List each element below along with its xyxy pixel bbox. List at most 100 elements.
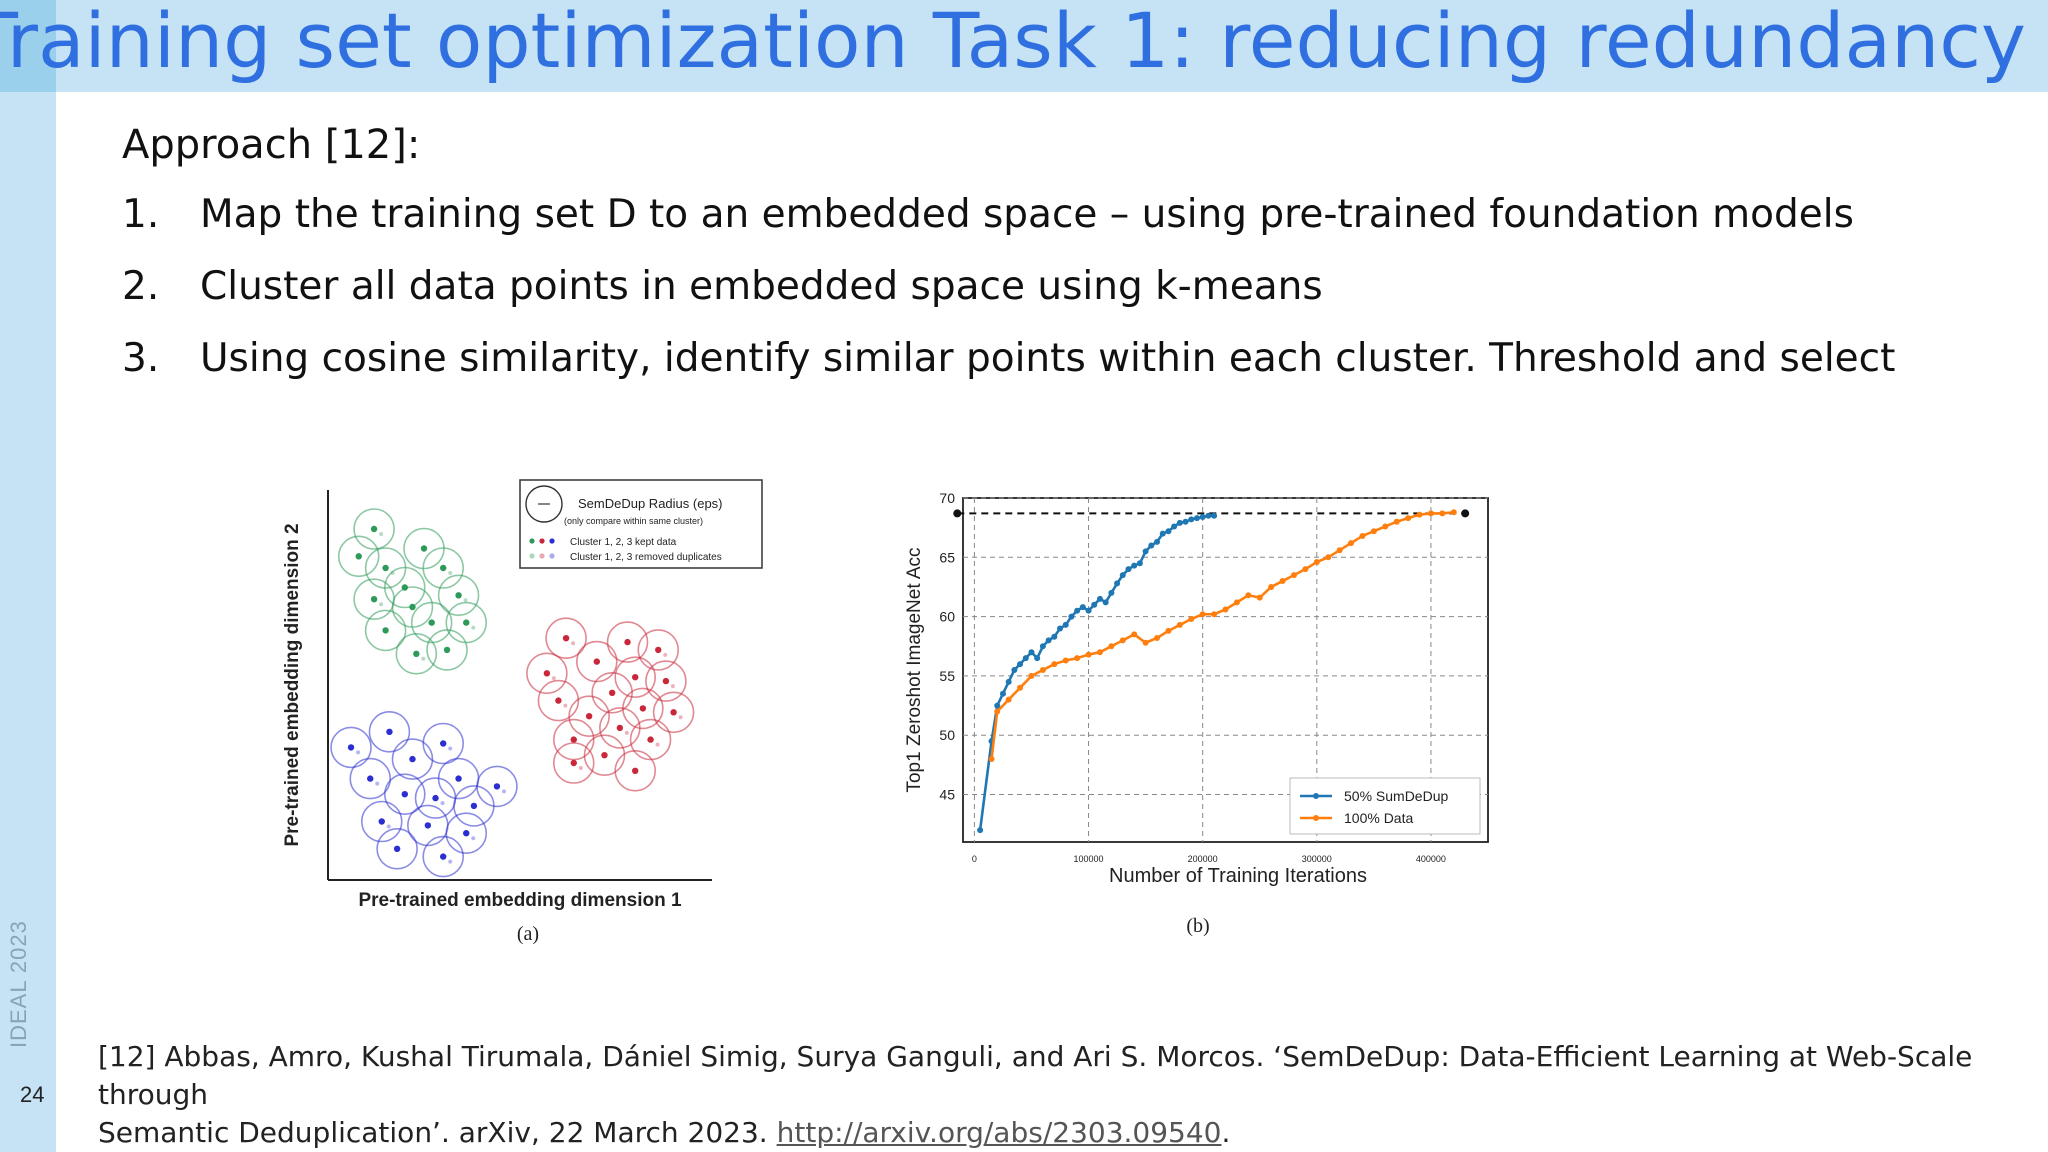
series-point: [1439, 510, 1446, 517]
kept-point: [424, 822, 432, 829]
series-point: [1154, 634, 1161, 641]
kept-point: [382, 564, 389, 572]
kept-point: [632, 674, 639, 681]
removed-point: [578, 766, 583, 770]
series-point: [1085, 651, 1092, 658]
removed-point: [563, 703, 568, 708]
line-x-label: Number of Training Iterations: [1109, 865, 1367, 887]
removed-point: [448, 571, 453, 575]
figure-panels: SemDeDup Radius (eps) (only compare withi…: [280, 470, 1520, 960]
kept-point: [562, 635, 570, 642]
x-tick-label: 300000: [1302, 854, 1332, 864]
series-point: [1268, 583, 1275, 590]
eps-radius-circle: [629, 718, 672, 761]
title-bar: Training set optimization Task 1: reduci…: [0, 0, 2048, 92]
step-number: 3.: [122, 336, 160, 381]
removed-point: [421, 656, 426, 661]
eps-radius-circle: [330, 726, 372, 769]
slide-number: 24: [20, 1082, 45, 1107]
step-text: Using cosine similarity, identify simila…: [200, 336, 1896, 381]
series-point: [1233, 599, 1240, 606]
kept-point: [378, 818, 385, 825]
eps-radius-circle: [349, 757, 392, 800]
eps-radius-circle: [368, 710, 411, 753]
series-point: [1199, 513, 1206, 520]
eps-radius-circle: [453, 785, 495, 827]
figure-svg: SemDeDup Radius (eps) (only compare withi…: [282, 479, 1489, 945]
step-text: Cluster all data points in embedded spac…: [200, 264, 1323, 309]
series-point: [1222, 606, 1229, 613]
removed-point: [379, 532, 384, 536]
kept-point: [670, 709, 677, 716]
series-point: [1074, 655, 1081, 662]
removed-point: [551, 676, 556, 681]
series-point: [1085, 607, 1092, 614]
series-point: [1405, 515, 1412, 522]
series-point: [1148, 542, 1155, 549]
kept-point: [440, 740, 447, 747]
series-point: [1348, 540, 1355, 547]
series-point: [1313, 559, 1320, 566]
legend-kept-dot: [549, 538, 555, 544]
series-point: [1382, 523, 1389, 530]
series-point: [1279, 578, 1286, 585]
series-point: [994, 708, 1001, 715]
kept-point: [409, 755, 416, 763]
y-tick-label: 50: [939, 727, 955, 743]
legend-series-label: 50% SumDeDup: [1344, 788, 1448, 804]
kept-point: [409, 603, 416, 611]
series-point: [1165, 627, 1172, 634]
scatter-x-label: Pre-trained embedding dimension 1: [358, 890, 681, 911]
kept-point: [585, 713, 593, 720]
series-point: [1154, 538, 1161, 545]
removed-point: [386, 824, 391, 829]
removed-point: [678, 715, 683, 720]
step-text: Map the training set D to an embedded sp…: [200, 192, 1854, 237]
legend-removed-label: Cluster 1, 2, 3 removed duplicates: [570, 552, 722, 563]
kept-point: [370, 596, 378, 603]
series-point: [1211, 512, 1218, 519]
reference-endpoint: [953, 509, 962, 518]
series-point: [1005, 696, 1012, 703]
series-point: [1057, 625, 1064, 632]
removed-point: [501, 789, 506, 794]
kept-point: [440, 564, 447, 572]
eps-radius-circle: [568, 695, 610, 737]
series-point: [1131, 562, 1138, 569]
series-point: [999, 690, 1006, 697]
eps-radius-circle: [395, 633, 438, 675]
conference-label: IDEAL 2023: [6, 920, 31, 1048]
series-point: [1171, 523, 1178, 530]
series-point: [1011, 667, 1018, 673]
kept-point: [428, 619, 435, 626]
kept-point: [370, 525, 378, 533]
reference-line-1: [12] Abbas, Amro, Kushal Tirumala, Dánie…: [98, 1040, 1973, 1111]
eps-radius-circle: [422, 835, 464, 878]
series-point: [1176, 621, 1183, 628]
removed-point: [356, 750, 361, 755]
kept-point: [555, 697, 562, 704]
scatter-legend-box: [519, 479, 763, 569]
kept-point: [386, 728, 393, 735]
kept-point: [593, 658, 600, 665]
kept-point: [632, 767, 639, 774]
series-point: [1068, 613, 1075, 620]
line-y-label: Top1 Zeroshot ImageNet Acc: [904, 547, 925, 792]
removed-point: [624, 730, 629, 735]
y-tick-label: 45: [939, 787, 955, 803]
series-point: [1102, 599, 1109, 606]
kept-point: [440, 853, 447, 860]
eps-radius-circle: [422, 547, 464, 589]
series-point: [1039, 667, 1046, 673]
series-point: [1131, 631, 1138, 638]
scatter-caption: (a): [517, 923, 539, 945]
reference-link[interactable]: http://arxiv.org/abs/2303.09540: [776, 1116, 1222, 1149]
eps-radius-circle: [645, 660, 687, 702]
eps-radius-circle: [364, 609, 407, 652]
series-point: [1062, 621, 1069, 628]
reference-line-2: Semantic Deduplication’. arXiv, 22 March…: [98, 1114, 1998, 1152]
kept-point: [367, 775, 374, 782]
legend-radius-icon: [525, 485, 563, 523]
kept-point: [355, 553, 362, 560]
kept-point: [601, 752, 608, 759]
